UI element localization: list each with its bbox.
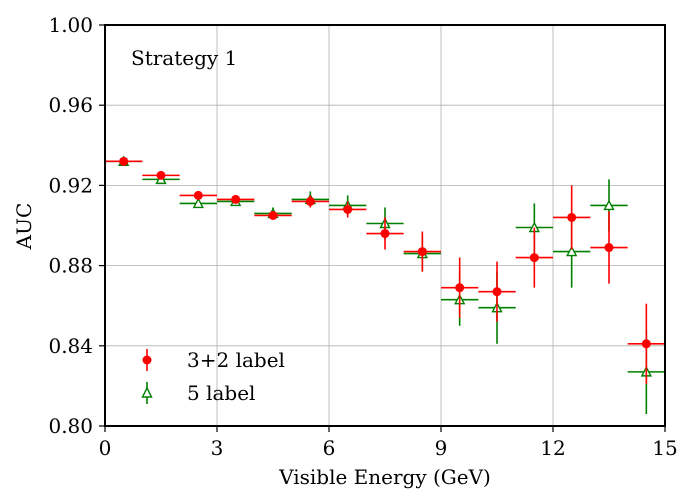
x-tick-label: 6 [323,436,336,460]
data-point [231,194,241,204]
data-point [455,283,465,293]
data-point [305,196,315,206]
legend-marker-5 [141,386,153,398]
x-tick-label: 0 [99,436,112,460]
data-point [119,156,129,166]
data-point [268,210,278,220]
legend-marker-3plus2 [142,355,152,365]
y-tick-label: 0.88 [48,254,93,278]
y-tick-label: 1.00 [48,13,93,37]
data-point [417,247,427,257]
data-point [156,170,166,180]
legend-item-3plus2-label: 3+2 label [142,348,285,372]
data-point [343,204,353,214]
y-tick-label: 0.80 [48,414,93,438]
x-tick-label: 15 [652,436,677,460]
data-point [604,243,614,253]
legend-label-3plus2: 3+2 label [187,348,285,372]
data-point [566,245,578,257]
y-axis-title: AUC [12,203,36,251]
legend: 3+2 label 5 label [141,348,285,405]
x-axis-title: Visible Energy (GeV) [278,465,491,489]
series-3plus2-label [105,156,665,384]
data-point [192,197,204,209]
data-layer [105,155,665,414]
x-tick-label: 3 [211,436,224,460]
data-point [603,199,615,211]
plot-frame [104,24,666,427]
data-point [380,229,390,239]
y-tick-label: 0.84 [48,334,93,358]
y-tick-label: 0.96 [48,93,93,117]
data-point [529,253,539,263]
data-point [641,339,651,349]
x-tick-label: 12 [540,436,565,460]
legend-label-5: 5 label [187,381,255,405]
ticks: 0 3 6 9 12 15 0.80 0.84 0.88 0.92 0.96 1.00 [48,13,677,460]
y-tick-label: 0.92 [48,173,93,197]
data-point [193,190,203,200]
x-tick-label: 9 [435,436,448,460]
data-point [567,212,577,222]
legend-item-5-label: 5 label [141,381,255,405]
strategy-annotation: Strategy 1 [131,46,237,70]
data-point [492,287,502,297]
